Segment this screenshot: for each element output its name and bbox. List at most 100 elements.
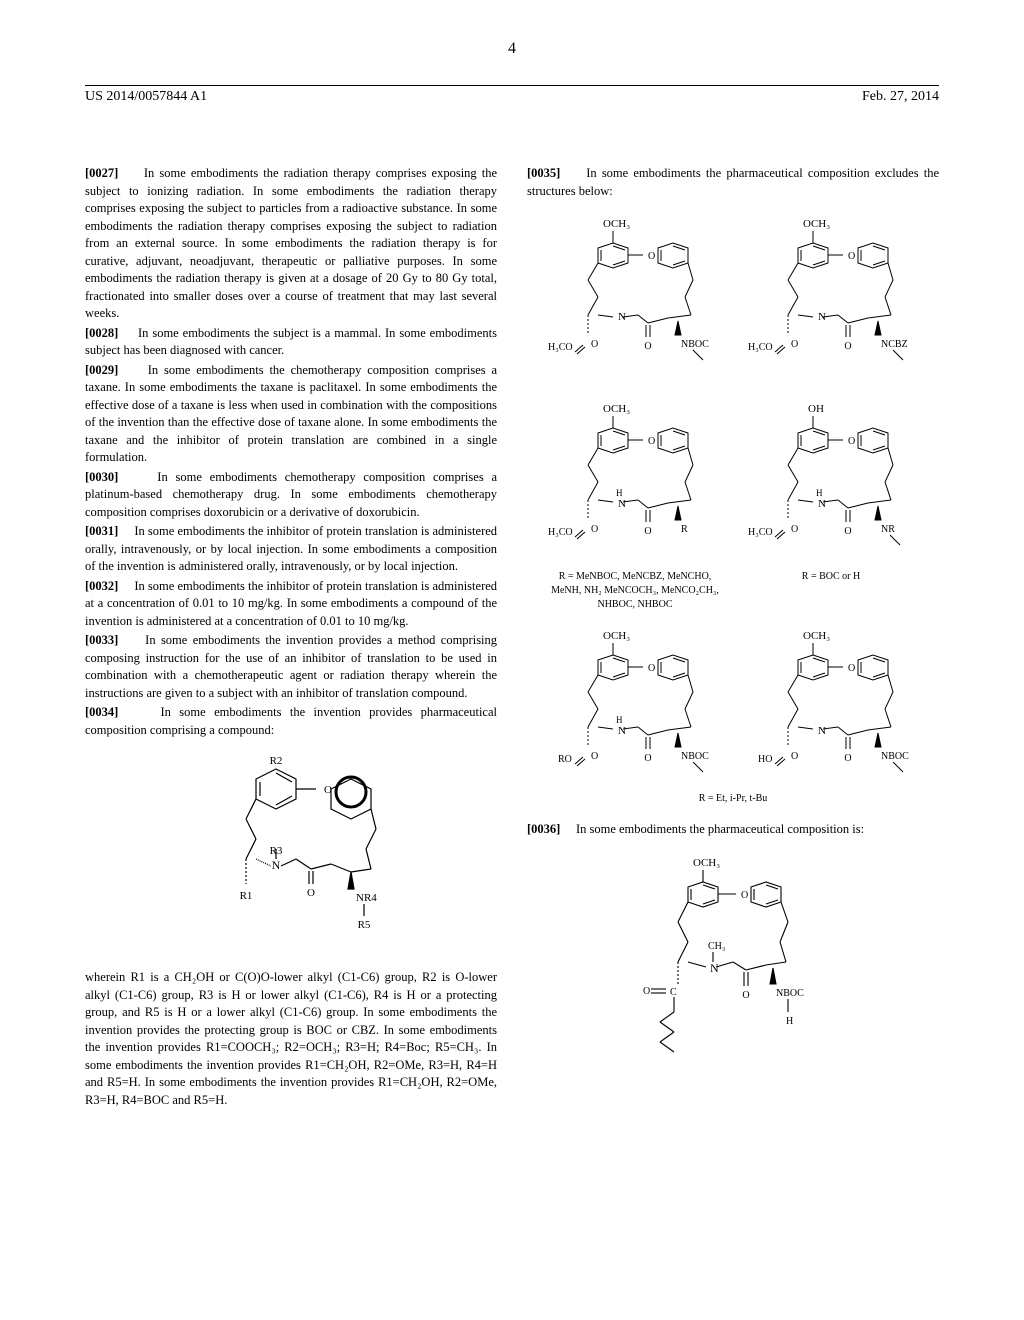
svg-text:O: O [648,663,655,674]
para-0030: [0030] In some embodiments chemotherapy … [85,469,497,522]
para-label: [0027] [85,166,118,180]
para-label: [0030] [85,470,118,484]
para-0033: [0033] In some embodiments the invention… [85,632,497,702]
para-text: In some embodiments the pharmaceutical c… [576,822,864,836]
svg-text:O: O [844,753,851,764]
svg-text:H₃CO: H₃CO [748,342,773,353]
para-text: In some embodiments the chemotherapy com… [85,363,497,465]
svg-text:OH: OH [808,403,824,415]
svg-text:O: O [791,751,798,762]
footer-text: wherein R1 is a CH₂OH or C(O)O-lower alk… [85,970,497,1107]
structure-svg: R2 O N [176,754,406,954]
svg-text:O: O [791,339,798,350]
para-0031: [0031] In some embodiments the inhibitor… [85,523,497,576]
svg-text:O: O [644,526,651,537]
main-structure: R2 O N [85,754,497,954]
para-label: [0035] [527,166,560,180]
svg-text:O: O [742,990,749,1001]
para-label: [0034] [85,705,118,719]
para-text [127,705,152,719]
svg-text:OCH₃: OCH₃ [693,857,720,869]
header-rule [85,85,939,86]
svg-text:H: H [786,1016,793,1027]
header: US 2014/0057844 A1 Feb. 27, 2014 [0,85,1024,105]
content-area: [0027] In some embodiments the radiation… [85,165,939,1111]
svg-text:N: N [818,498,826,510]
para-text [563,822,572,836]
footer-para: wherein R1 is a CH₂OH or C(O)O-lower alk… [85,969,497,1109]
svg-text:O: O [307,887,315,899]
svg-text:NCBZ: NCBZ [881,339,908,350]
svg-text:O: O [848,251,855,262]
para-text: In some embodiments the pharmaceutical c… [527,166,939,198]
para-0034: [0034] In some embodiments the invention… [85,704,497,739]
svg-text:R: R [681,524,688,535]
svg-text:CH₃: CH₃ [708,941,725,952]
para-text: In some embodiments the inhibitor of pro… [85,524,497,573]
structures-1-2: OCH₃ O [533,215,933,385]
svg-text:O: O [844,526,851,537]
publication-date: Feb. 27, 2014 [862,89,939,105]
svg-text:NBOC: NBOC [681,751,709,762]
caption-1: R = MeNBOC, MeNCBZ, MeNCHO, MeNH, NH₂ Me… [547,570,723,612]
svg-text:R5: R5 [358,919,371,931]
svg-text:NR4: NR4 [356,892,377,904]
para-label: [0029] [85,363,118,377]
para-0029: [0029] In some embodiments the chemother… [85,362,497,467]
svg-text:RO: RO [558,754,572,765]
svg-text:H: H [616,715,623,725]
svg-text:N: N [618,725,626,737]
structures-3-4: OCH₃ O [533,400,933,570]
page-number: 4 [508,40,516,58]
structure-row-2: OCH₃ O [527,400,939,612]
svg-text:H: H [616,488,623,498]
svg-text:N: N [272,858,281,872]
svg-text:OCH₃: OCH₃ [803,218,830,230]
svg-text:H₃CO: H₃CO [548,342,573,353]
para-text: In some embodiments the radiation therap… [85,166,497,320]
svg-text:N: N [618,498,626,510]
para-label: [0036] [527,822,560,836]
para-label: [0032] [85,579,118,593]
para-text [124,633,140,647]
final-structure: OCH₃ O [527,854,939,1084]
para-0028: [0028] In some embodiments the subject i… [85,325,497,360]
para-0027: [0027] In some embodiments the radiation… [85,165,497,323]
svg-text:HO: HO [758,754,772,765]
svg-text:OCH₃: OCH₃ [603,218,630,230]
para-0032: [0032] In some embodiments the inhibitor… [85,578,497,631]
para-label: [0028] [85,326,118,340]
svg-text:O: O [848,436,855,447]
svg-text:O: O [591,524,598,535]
svg-text:H₃CO: H₃CO [548,527,573,538]
para-text [122,579,132,593]
svg-text:O: O [591,339,598,350]
patent-id: US 2014/0057844 A1 [85,89,207,105]
para-0035: [0035] In some embodiments the pharmaceu… [527,165,939,200]
caption-3: R = Et, i-Pr, t-Bu [527,792,939,806]
structures-5-6: OCH₃ O [533,627,933,792]
structure-row-1: OCH₃ O [527,215,939,385]
svg-text:O: O [844,341,851,352]
svg-text:OCH₃: OCH₃ [603,403,630,415]
svg-text:O: O [644,341,651,352]
svg-text:O: O [591,751,598,762]
para-text [124,363,142,377]
left-column: [0027] In some embodiments the radiation… [85,165,497,1111]
svg-text:O: O [648,436,655,447]
svg-text:O: O [643,986,650,997]
structure-row-3: OCH₃ O [527,627,939,806]
para-text [123,166,138,180]
svg-text:R1: R1 [240,890,253,902]
svg-text:NR: NR [881,524,895,535]
svg-text:C: C [670,987,677,998]
svg-text:H₃CO: H₃CO [748,527,773,538]
para-0036: [0036] In some embodiments the pharmaceu… [527,821,939,839]
para-label: [0033] [85,633,118,647]
svg-text:NBOC: NBOC [681,339,709,350]
para-label: [0031] [85,524,118,538]
svg-text:OCH₃: OCH₃ [603,630,630,642]
para-text [126,470,149,484]
svg-text:O: O [741,890,748,901]
svg-text:O: O [848,663,855,674]
